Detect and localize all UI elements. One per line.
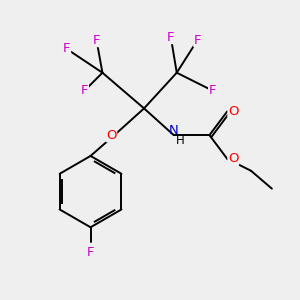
Text: F: F — [167, 31, 175, 44]
Text: O: O — [228, 105, 238, 118]
Text: F: F — [81, 84, 88, 97]
Text: F: F — [93, 34, 100, 46]
Text: H: H — [176, 134, 185, 147]
Text: F: F — [87, 246, 94, 259]
Text: O: O — [106, 129, 117, 142]
Text: F: F — [209, 84, 216, 97]
Text: F: F — [194, 34, 201, 46]
Text: F: F — [63, 42, 70, 56]
Text: O: O — [228, 152, 238, 165]
Text: N: N — [169, 124, 179, 137]
